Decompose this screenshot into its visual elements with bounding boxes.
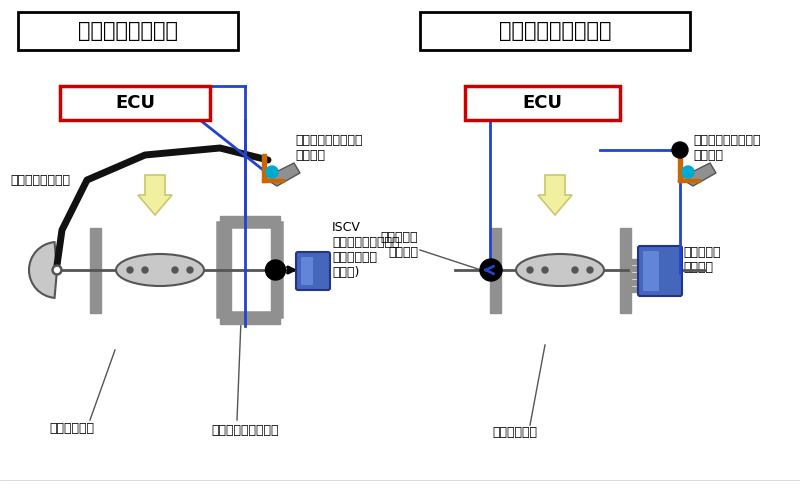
Polygon shape (264, 163, 300, 186)
Wedge shape (29, 242, 57, 298)
Circle shape (127, 267, 133, 273)
Bar (60, 86, 210, 120)
Bar (271, 225, 280, 315)
Text: スロットル
センサー: スロットル センサー (381, 231, 418, 259)
Bar (219, 227, 230, 312)
Circle shape (266, 260, 286, 280)
Bar (18, 12, 238, 50)
Circle shape (54, 267, 59, 272)
Bar (220, 315, 280, 324)
Bar (630, 287, 640, 292)
Text: ISCV
（アイドルスピード
コントロール
バルブ): ISCV （アイドルスピード コントロール バルブ) (332, 221, 399, 279)
Bar (262, 154, 266, 182)
Bar (630, 280, 640, 285)
Circle shape (52, 265, 62, 275)
Bar (630, 259, 640, 264)
Ellipse shape (116, 254, 204, 286)
Circle shape (172, 267, 178, 273)
Bar (420, 12, 690, 50)
Text: 電子制御スロットル: 電子制御スロットル (498, 21, 611, 41)
Circle shape (587, 267, 593, 273)
Ellipse shape (516, 254, 604, 286)
Bar (630, 273, 640, 278)
FancyBboxPatch shape (643, 251, 659, 291)
FancyBboxPatch shape (301, 257, 313, 285)
Text: アクセルワイヤー: アクセルワイヤー (10, 174, 70, 186)
Circle shape (572, 267, 578, 273)
Bar (90, 227, 101, 312)
Bar (490, 227, 501, 312)
Circle shape (142, 267, 148, 273)
Text: 機械式スロットル: 機械式スロットル (78, 21, 178, 41)
Circle shape (542, 267, 548, 273)
Text: スロットル弁: スロットル弁 (493, 427, 538, 440)
Bar (220, 216, 280, 225)
FancyBboxPatch shape (638, 246, 682, 296)
Circle shape (527, 267, 533, 273)
Text: ECU: ECU (522, 94, 562, 112)
Polygon shape (138, 175, 172, 215)
Text: アクセルポジション
センサー: アクセルポジション センサー (693, 134, 761, 162)
Bar (678, 154, 682, 182)
Bar (465, 86, 620, 120)
Bar (619, 227, 630, 312)
Bar (630, 266, 640, 271)
Circle shape (672, 142, 688, 158)
Circle shape (266, 166, 278, 178)
Circle shape (682, 166, 694, 178)
Polygon shape (538, 175, 572, 215)
Bar (220, 225, 229, 315)
Circle shape (187, 267, 193, 273)
Text: スロットル
モーター: スロットル モーター (683, 246, 721, 274)
Polygon shape (680, 163, 716, 186)
Text: ECU: ECU (115, 94, 155, 112)
Bar (262, 179, 283, 182)
FancyBboxPatch shape (296, 252, 330, 290)
Bar (678, 179, 699, 182)
Text: スロットル弁: スロットル弁 (50, 422, 94, 434)
Circle shape (480, 259, 502, 281)
Text: スロットルセンサー: スロットルセンサー (211, 424, 278, 436)
Text: アクセルポジション
センサー: アクセルポジション センサー (295, 134, 362, 162)
Bar (220, 225, 280, 315)
